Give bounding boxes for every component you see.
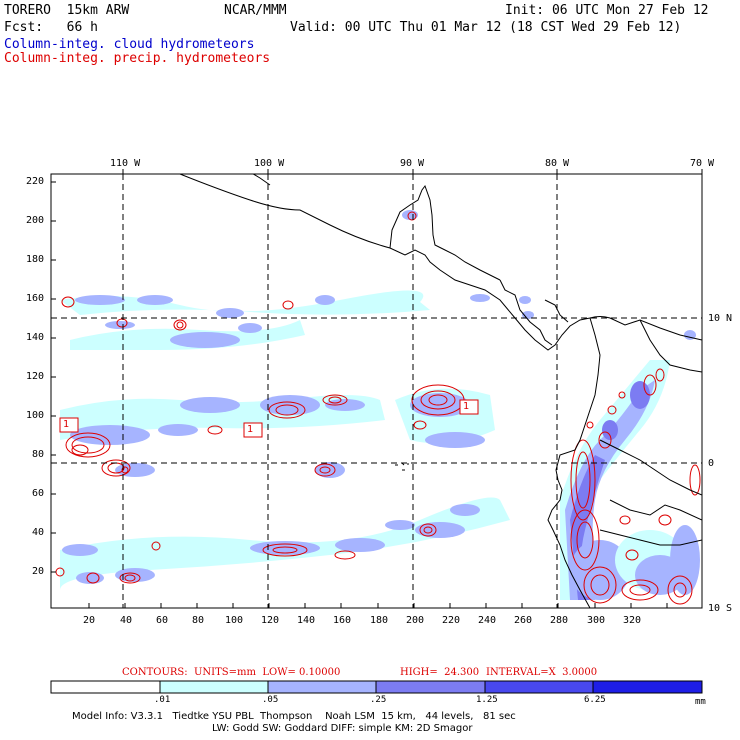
legend-cloud: Column-integ. cloud hydrometeors bbox=[4, 37, 255, 52]
y-tick: 180 bbox=[26, 254, 45, 265]
x-tick: 320 bbox=[623, 615, 642, 626]
physics-info: LW: Godd SW: Goddard DIFF: simple KM: 2D… bbox=[212, 723, 473, 734]
lon-label-80w: 80 W bbox=[545, 158, 570, 169]
model-title: TORERO 15km ARW bbox=[4, 3, 130, 18]
y-tick: 80 bbox=[32, 449, 45, 460]
lat-label-0: 0 bbox=[708, 458, 715, 469]
marker-label-1: 1 bbox=[63, 419, 70, 430]
lat-label-10n: 10 N bbox=[708, 313, 733, 324]
y-tick: 60 bbox=[32, 488, 45, 499]
field-layer bbox=[51, 174, 702, 608]
lon-label-110w: 110 W bbox=[110, 158, 141, 169]
x-tick: 140 bbox=[297, 615, 316, 626]
lon-label-100w: 100 W bbox=[254, 158, 285, 169]
init-time: Init: 06 UTC Mon 27 Feb 12 bbox=[505, 3, 709, 18]
marker-box-3 bbox=[459, 399, 479, 415]
x-tick: 80 bbox=[192, 615, 205, 626]
colorbar-label: 1.25 bbox=[476, 695, 498, 705]
legend-precip: Column-integ. precip. hydrometeors bbox=[4, 51, 271, 66]
marker-label-3: 1 bbox=[463, 401, 470, 412]
colorbar-units: mm bbox=[695, 697, 706, 707]
x-tick: 180 bbox=[370, 615, 389, 626]
x-tick-marks bbox=[88, 603, 668, 608]
y-tick: 200 bbox=[26, 215, 45, 226]
x-tick: 160 bbox=[333, 615, 352, 626]
y-tick: 20 bbox=[32, 566, 45, 577]
colorbar bbox=[50, 680, 703, 694]
contours-high: HIGH= 24.300 bbox=[400, 667, 480, 678]
y-tick: 160 bbox=[26, 293, 45, 304]
marker-label-2: 1 bbox=[247, 424, 254, 435]
x-tick: 40 bbox=[120, 615, 133, 626]
x-tick: 60 bbox=[156, 615, 169, 626]
marker-box-1 bbox=[59, 417, 79, 433]
x-tick: 120 bbox=[261, 615, 280, 626]
x-tick: 280 bbox=[550, 615, 569, 626]
precip-contours bbox=[55, 211, 701, 605]
lon-tick-marks bbox=[122, 169, 703, 174]
coastlines bbox=[179, 174, 702, 608]
y-tick: 100 bbox=[26, 410, 45, 421]
valid-time: Valid: 00 UTC Thu 01 Mar 12 (18 CST Wed … bbox=[290, 20, 682, 35]
latlon-grid bbox=[51, 174, 702, 608]
model-info: Model Info: V3.3.1 Tiedtke YSU PBL Thomp… bbox=[72, 711, 516, 722]
y-tick: 220 bbox=[26, 176, 45, 187]
x-tick: 240 bbox=[478, 615, 497, 626]
x-tick: 100 bbox=[225, 615, 244, 626]
y-tick: 140 bbox=[26, 332, 45, 343]
y-tick: 40 bbox=[32, 527, 45, 538]
contours-info: CONTOURS: UNITS=mm LOW= 0.10000 bbox=[122, 667, 341, 678]
colorbar-label: .05 bbox=[262, 695, 279, 705]
y-tick: 120 bbox=[26, 371, 45, 382]
x-tick: 200 bbox=[406, 615, 425, 626]
lon-label-70w: 70 W bbox=[690, 158, 715, 169]
x-tick: 300 bbox=[587, 615, 606, 626]
center-name: NCAR/MMM bbox=[224, 3, 287, 18]
forecast-hour: Fcst: 66 h bbox=[4, 20, 98, 35]
lon-label-90w: 90 W bbox=[400, 158, 425, 169]
lat-label-10s: 10 S bbox=[708, 603, 733, 614]
colorbar-label: 6.25 bbox=[584, 695, 606, 705]
contours-interval: INTERVAL=X 3.0000 bbox=[486, 667, 598, 678]
colorbar-label: .25 bbox=[370, 695, 387, 705]
colorbar-label: .01 bbox=[154, 695, 171, 705]
x-tick: 260 bbox=[514, 615, 533, 626]
y-tick-marks bbox=[51, 181, 56, 573]
x-tick: 20 bbox=[83, 615, 96, 626]
x-tick: 220 bbox=[442, 615, 461, 626]
plot-frame bbox=[50, 173, 703, 609]
marker-box-2 bbox=[243, 422, 263, 438]
